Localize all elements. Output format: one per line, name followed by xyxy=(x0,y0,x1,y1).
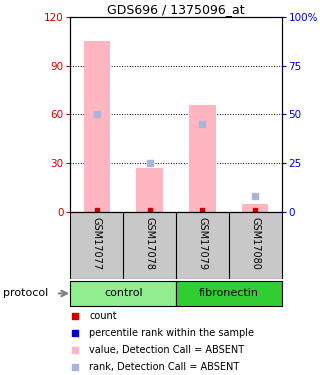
Text: rank, Detection Call = ABSENT: rank, Detection Call = ABSENT xyxy=(89,362,240,372)
Point xyxy=(94,207,100,213)
Point xyxy=(200,121,205,127)
Point xyxy=(72,364,77,370)
Point xyxy=(253,193,258,199)
Text: GSM17077: GSM17077 xyxy=(92,217,102,270)
FancyBboxPatch shape xyxy=(176,281,282,306)
Text: fibronectin: fibronectin xyxy=(199,288,259,298)
Text: count: count xyxy=(89,311,117,321)
Point xyxy=(200,207,205,213)
Point xyxy=(72,330,77,336)
Point xyxy=(253,207,258,213)
Text: percentile rank within the sample: percentile rank within the sample xyxy=(89,328,254,338)
FancyBboxPatch shape xyxy=(70,281,176,306)
Text: GSM17078: GSM17078 xyxy=(145,217,155,270)
Bar xyxy=(136,168,163,212)
Bar xyxy=(189,105,216,212)
Text: control: control xyxy=(104,288,142,298)
Title: GDS696 / 1375096_at: GDS696 / 1375096_at xyxy=(107,3,245,16)
Text: protocol: protocol xyxy=(3,288,48,298)
Point xyxy=(147,207,152,213)
Bar xyxy=(242,204,268,212)
Text: value, Detection Call = ABSENT: value, Detection Call = ABSENT xyxy=(89,345,244,355)
Bar xyxy=(84,41,110,212)
Point xyxy=(72,313,77,319)
Text: GSM17079: GSM17079 xyxy=(197,217,207,270)
Point xyxy=(72,346,77,352)
Point xyxy=(147,160,152,166)
Point xyxy=(94,111,100,117)
Text: GSM17080: GSM17080 xyxy=(250,217,260,270)
